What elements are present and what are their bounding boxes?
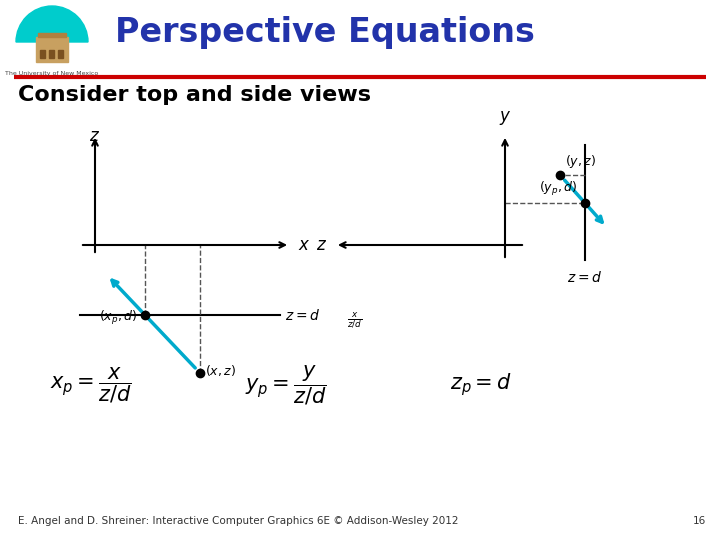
Text: Consider top and side views: Consider top and side views (18, 85, 371, 105)
Bar (40, 50, 45, 58)
Bar (38, 33, 66, 37)
Text: E. Angel and D. Shreiner: Interactive Computer Graphics 6E © Addison-Wesley 2012: E. Angel and D. Shreiner: Interactive Co… (18, 516, 459, 526)
Bar (36, 37, 68, 62)
Text: $y$: $y$ (499, 109, 511, 127)
Text: $(x_p, d)$: $(x_p, d)$ (99, 309, 137, 327)
Text: $x$: $x$ (298, 236, 310, 254)
Text: $\frac{x}{z/d}$: $\frac{x}{z/d}$ (348, 310, 363, 329)
Text: $y_p = \dfrac{y}{z / d}$: $y_p = \dfrac{y}{z / d}$ (245, 363, 327, 407)
Text: Perspective Equations: Perspective Equations (115, 16, 535, 49)
Text: $z$: $z$ (316, 236, 327, 254)
Text: $z = d$: $z = d$ (567, 270, 603, 285)
Text: 16: 16 (693, 516, 706, 526)
Text: $z = d$: $z = d$ (285, 307, 320, 322)
Text: $(x, z)$: $(x, z)$ (205, 363, 236, 378)
Bar (58, 50, 63, 58)
Text: $(y, z)$: $(y, z)$ (565, 153, 596, 170)
Wedge shape (16, 6, 88, 42)
Text: The University of New Mexico: The University of New Mexico (5, 71, 99, 76)
Text: $x_p = \dfrac{x}{z / d}$: $x_p = \dfrac{x}{z / d}$ (50, 365, 132, 405)
Text: $z_p = d$: $z_p = d$ (450, 372, 512, 399)
Text: $(y_p, d)$: $(y_p, d)$ (539, 180, 577, 198)
Text: $z$: $z$ (89, 127, 101, 145)
Bar (49, 50, 54, 58)
